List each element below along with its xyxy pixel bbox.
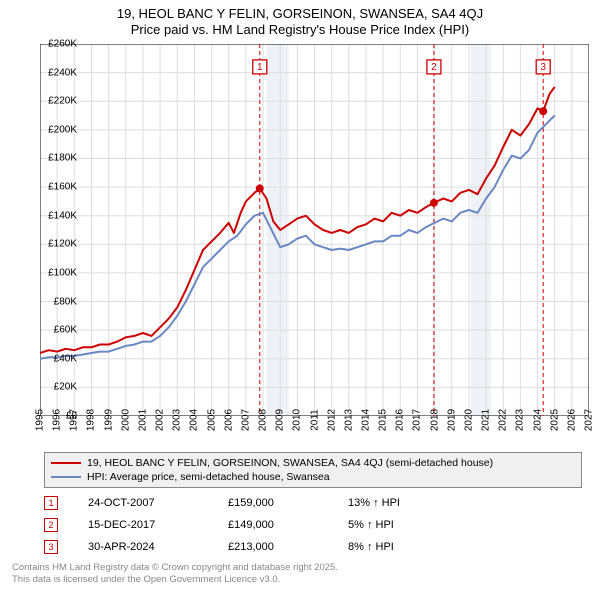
ytick-label: £240K xyxy=(48,67,77,78)
marker-diff: 13% ↑ HPI xyxy=(348,497,582,509)
xtick-label: 2008 xyxy=(258,409,269,431)
xtick-label: 1998 xyxy=(86,409,97,431)
xtick-label: 2013 xyxy=(343,409,354,431)
legend-row: 19, HEOL BANC Y FELIN, GORSEINON, SWANSE… xyxy=(51,456,575,470)
footer: Contains HM Land Registry data © Crown c… xyxy=(12,562,338,586)
xtick-label: 2022 xyxy=(498,409,509,431)
footer-line-1: Contains HM Land Registry data © Crown c… xyxy=(12,562,338,574)
xtick-label: 2020 xyxy=(463,409,474,431)
xtick-label: 2014 xyxy=(360,409,371,431)
ytick-label: £60K xyxy=(54,325,77,336)
title-line-1: 19, HEOL BANC Y FELIN, GORSEINON, SWANSE… xyxy=(0,6,600,22)
marker-table-row: 1 24-OCT-2007£159,00013% ↑ HPI xyxy=(44,492,582,514)
chart-area: 123 £0£20K£40K£60K£80K£100K£120K£140K£16… xyxy=(40,44,589,416)
svg-text:2: 2 xyxy=(431,62,437,73)
marker-number-box: 3 xyxy=(44,540,58,554)
xtick-label: 2023 xyxy=(515,409,526,431)
xtick-label: 2012 xyxy=(326,409,337,431)
xtick-label: 2011 xyxy=(309,409,320,431)
marker-date: 24-OCT-2007 xyxy=(88,497,228,509)
ytick-label: £20K xyxy=(54,382,77,393)
ytick-label: £200K xyxy=(48,124,77,135)
ytick-label: £140K xyxy=(48,210,77,221)
legend-box: 19, HEOL BANC Y FELIN, GORSEINON, SWANSE… xyxy=(44,452,582,488)
chart-container: 19, HEOL BANC Y FELIN, GORSEINON, SWANSE… xyxy=(0,0,600,590)
xtick-label: 2004 xyxy=(189,409,200,431)
xtick-label: 2015 xyxy=(378,409,389,431)
ytick-label: £260K xyxy=(48,39,77,50)
marker-table-row: 2 15-DEC-2017£149,0005% ↑ HPI xyxy=(44,514,582,536)
xtick-label: 2021 xyxy=(481,409,492,431)
marker-date: 30-APR-2024 xyxy=(88,541,228,553)
svg-text:3: 3 xyxy=(540,62,546,73)
marker-diff: 8% ↑ HPI xyxy=(348,541,582,553)
xtick-label: 2027 xyxy=(584,409,595,431)
xtick-label: 1996 xyxy=(52,409,63,431)
xtick-label: 2025 xyxy=(549,409,560,431)
marker-table-row: 3 30-APR-2024£213,0008% ↑ HPI xyxy=(44,536,582,558)
xtick-label: 2005 xyxy=(206,409,217,431)
xtick-label: 1995 xyxy=(35,409,46,431)
xtick-label: 2019 xyxy=(446,409,457,431)
markers-table: 1 24-OCT-2007£159,00013% ↑ HPI 2 15-DEC-201… xyxy=(44,492,582,558)
xtick-label: 2016 xyxy=(395,409,406,431)
title-line-2: Price paid vs. HM Land Registry's House … xyxy=(0,22,600,38)
ytick-label: £40K xyxy=(54,353,77,364)
xtick-label: 1999 xyxy=(103,409,114,431)
title-block: 19, HEOL BANC Y FELIN, GORSEINON, SWANSE… xyxy=(0,0,600,39)
ytick-label: £100K xyxy=(48,267,77,278)
marker-number-box: 2 xyxy=(44,518,58,532)
xtick-label: 1997 xyxy=(69,409,80,431)
xtick-label: 2018 xyxy=(429,409,440,431)
marker-price: £213,000 xyxy=(228,541,348,553)
marker-price: £149,000 xyxy=(228,519,348,531)
xtick-label: 2006 xyxy=(223,409,234,431)
xtick-label: 2001 xyxy=(137,409,148,431)
marker-price: £159,000 xyxy=(228,497,348,509)
xtick-label: 2026 xyxy=(566,409,577,431)
xtick-label: 2002 xyxy=(155,409,166,431)
xtick-label: 2017 xyxy=(412,409,423,431)
ytick-label: £80K xyxy=(54,296,77,307)
legend-swatch xyxy=(51,462,81,464)
footer-line-2: This data is licensed under the Open Gov… xyxy=(12,574,338,586)
legend-row: HPI: Average price, semi-detached house,… xyxy=(51,470,575,484)
marker-diff: 5% ↑ HPI xyxy=(348,519,582,531)
ytick-label: £180K xyxy=(48,153,77,164)
legend-label: HPI: Average price, semi-detached house,… xyxy=(87,470,330,484)
xtick-label: 2024 xyxy=(532,409,543,431)
ytick-label: £160K xyxy=(48,182,77,193)
xtick-label: 2007 xyxy=(240,409,251,431)
xtick-label: 2003 xyxy=(172,409,183,431)
ytick-label: £120K xyxy=(48,239,77,250)
marker-date: 15-DEC-2017 xyxy=(88,519,228,531)
xtick-label: 2000 xyxy=(120,409,131,431)
legend-label: 19, HEOL BANC Y FELIN, GORSEINON, SWANSE… xyxy=(87,456,493,470)
legend-swatch xyxy=(51,476,81,478)
marker-number-box: 1 xyxy=(44,496,58,510)
svg-text:1: 1 xyxy=(257,62,263,73)
ytick-label: £220K xyxy=(48,96,77,107)
xtick-label: 2009 xyxy=(275,409,286,431)
xtick-label: 2010 xyxy=(292,409,303,431)
plot-svg: 1 2 3 xyxy=(40,44,589,416)
